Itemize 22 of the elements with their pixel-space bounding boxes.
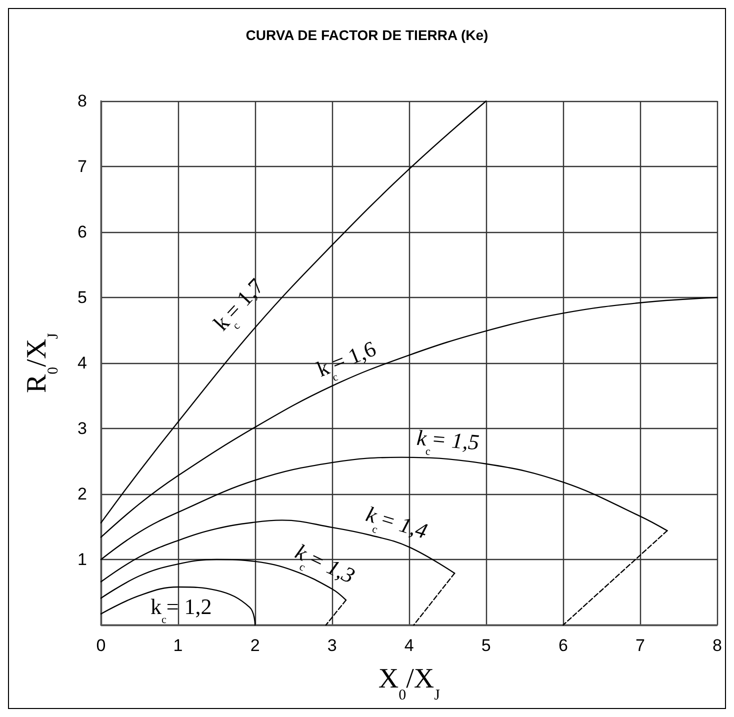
- line-series: [100, 586, 256, 626]
- y-tick-label: 5: [78, 288, 87, 307]
- chart-title: CURVA DE FACTOR DE TIERRA (Ke): [246, 27, 488, 43]
- x-tick-label: 4: [404, 636, 414, 655]
- y-tick-label: 8: [78, 92, 87, 110]
- x-tick-label: 6: [558, 636, 568, 655]
- y-axis-title: R0/XJ: [22, 332, 62, 394]
- y-tick-label: 4: [78, 354, 87, 372]
- x-tick-label: 1: [173, 636, 183, 655]
- x-tick-label: 0: [96, 636, 106, 655]
- y-tick-label: 7: [78, 157, 87, 176]
- x-tick-label: 8: [712, 636, 722, 655]
- y-tick-label: 2: [78, 484, 87, 504]
- x-tick-label: 7: [636, 636, 645, 655]
- text: kc= 1,7: [208, 273, 268, 336]
- x-tick-label: 5: [481, 636, 491, 655]
- y-tick-label: 1: [78, 550, 87, 569]
- y-tick-label: 3: [78, 419, 87, 438]
- y-tick-label: 6: [78, 222, 87, 242]
- x-tick-label: 2: [250, 636, 260, 655]
- x-tick-label: 3: [327, 636, 337, 655]
- series-label: kc= 1,5: [416, 424, 480, 458]
